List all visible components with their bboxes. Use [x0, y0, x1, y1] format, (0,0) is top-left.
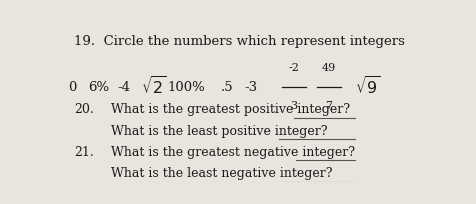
Text: What is the greatest negative integer?: What is the greatest negative integer? [111, 146, 355, 159]
Text: 6%: 6% [88, 81, 109, 94]
Text: -2: -2 [288, 63, 299, 73]
Text: $\sqrt{9}$: $\sqrt{9}$ [355, 76, 380, 98]
Text: 7: 7 [325, 101, 332, 111]
Text: What is the least negative integer?: What is the least negative integer? [111, 167, 333, 180]
Text: 21.: 21. [74, 146, 94, 159]
Text: 20.: 20. [74, 103, 94, 116]
Text: 3: 3 [290, 101, 298, 111]
Text: 49: 49 [322, 63, 336, 73]
Text: $\sqrt{2}$: $\sqrt{2}$ [141, 76, 167, 98]
Text: 19.  Circle the numbers which represent integers: 19. Circle the numbers which represent i… [74, 35, 405, 49]
Text: -4: -4 [118, 81, 130, 94]
Text: 100%: 100% [168, 81, 206, 94]
Text: -3: -3 [245, 81, 258, 94]
Text: What is the least positive integer?: What is the least positive integer? [111, 125, 327, 137]
Text: 0: 0 [68, 81, 77, 94]
Text: What is the greatest positive integer?: What is the greatest positive integer? [111, 103, 350, 116]
Text: .5: .5 [221, 81, 234, 94]
